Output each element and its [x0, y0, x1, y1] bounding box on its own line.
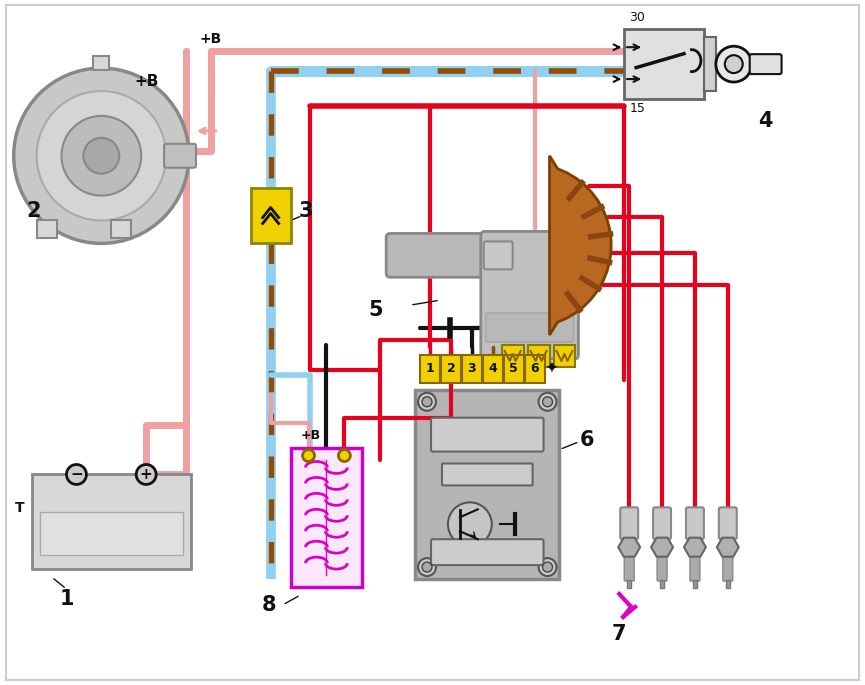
FancyBboxPatch shape: [686, 508, 704, 539]
FancyBboxPatch shape: [653, 508, 671, 539]
FancyBboxPatch shape: [503, 355, 523, 383]
Text: 5: 5: [509, 362, 518, 375]
FancyBboxPatch shape: [690, 557, 700, 581]
FancyBboxPatch shape: [36, 221, 56, 238]
FancyBboxPatch shape: [750, 54, 782, 74]
FancyBboxPatch shape: [112, 221, 131, 238]
FancyBboxPatch shape: [251, 188, 291, 243]
FancyBboxPatch shape: [723, 557, 733, 581]
Text: 1: 1: [59, 589, 74, 609]
Text: +B: +B: [200, 32, 222, 46]
FancyBboxPatch shape: [625, 557, 634, 581]
Text: −: −: [70, 467, 83, 482]
Circle shape: [418, 558, 436, 576]
Polygon shape: [618, 538, 640, 557]
Circle shape: [418, 393, 436, 411]
Polygon shape: [651, 538, 673, 557]
FancyBboxPatch shape: [164, 144, 196, 168]
Polygon shape: [684, 538, 706, 557]
Text: 4: 4: [489, 362, 497, 375]
Circle shape: [83, 138, 119, 174]
Polygon shape: [717, 538, 739, 557]
Text: 3: 3: [298, 201, 313, 221]
FancyBboxPatch shape: [704, 37, 716, 91]
FancyBboxPatch shape: [627, 580, 631, 588]
FancyBboxPatch shape: [484, 241, 513, 269]
Circle shape: [422, 562, 432, 572]
Polygon shape: [549, 155, 611, 335]
Circle shape: [338, 449, 350, 462]
Text: 8: 8: [261, 595, 276, 615]
FancyBboxPatch shape: [415, 390, 560, 579]
FancyBboxPatch shape: [481, 232, 579, 359]
FancyBboxPatch shape: [620, 508, 638, 539]
Text: 6: 6: [580, 429, 594, 449]
Text: +B: +B: [134, 73, 158, 88]
FancyBboxPatch shape: [483, 355, 503, 383]
FancyBboxPatch shape: [386, 234, 494, 277]
Text: 2: 2: [446, 362, 455, 375]
Text: 4: 4: [759, 111, 773, 131]
Circle shape: [14, 68, 189, 243]
FancyBboxPatch shape: [660, 580, 664, 588]
FancyBboxPatch shape: [291, 447, 362, 587]
Circle shape: [36, 91, 166, 221]
Circle shape: [448, 502, 492, 546]
FancyBboxPatch shape: [32, 475, 191, 569]
Circle shape: [725, 55, 743, 73]
FancyBboxPatch shape: [40, 512, 183, 555]
FancyBboxPatch shape: [525, 355, 545, 383]
Text: 2: 2: [26, 201, 41, 221]
FancyBboxPatch shape: [726, 580, 730, 588]
Circle shape: [422, 397, 432, 407]
FancyBboxPatch shape: [442, 464, 533, 486]
FancyBboxPatch shape: [719, 508, 737, 539]
FancyBboxPatch shape: [486, 313, 573, 342]
FancyBboxPatch shape: [528, 345, 549, 367]
FancyBboxPatch shape: [693, 580, 697, 588]
Circle shape: [539, 393, 556, 411]
Circle shape: [716, 46, 752, 82]
Circle shape: [136, 464, 156, 484]
Text: 15: 15: [629, 103, 645, 116]
Text: ✦: ✦: [545, 360, 559, 378]
Text: 7: 7: [612, 624, 626, 644]
Text: 1: 1: [426, 362, 434, 375]
FancyBboxPatch shape: [93, 56, 109, 70]
Text: 5: 5: [368, 300, 382, 320]
FancyBboxPatch shape: [502, 345, 523, 367]
FancyBboxPatch shape: [462, 355, 482, 383]
FancyBboxPatch shape: [431, 418, 543, 451]
FancyBboxPatch shape: [431, 539, 543, 565]
FancyBboxPatch shape: [420, 355, 440, 383]
Text: 6: 6: [530, 362, 539, 375]
FancyBboxPatch shape: [441, 355, 461, 383]
Text: 3: 3: [467, 362, 476, 375]
Circle shape: [67, 464, 87, 484]
FancyBboxPatch shape: [6, 5, 859, 680]
Text: 30: 30: [629, 11, 645, 24]
Circle shape: [542, 562, 553, 572]
FancyBboxPatch shape: [554, 345, 575, 367]
Circle shape: [303, 449, 315, 462]
Circle shape: [542, 397, 553, 407]
Text: T: T: [15, 501, 24, 514]
FancyBboxPatch shape: [657, 557, 667, 581]
Circle shape: [539, 558, 556, 576]
FancyBboxPatch shape: [625, 29, 704, 99]
Text: +: +: [140, 467, 152, 482]
Circle shape: [61, 116, 141, 196]
Text: +B: +B: [300, 429, 321, 442]
